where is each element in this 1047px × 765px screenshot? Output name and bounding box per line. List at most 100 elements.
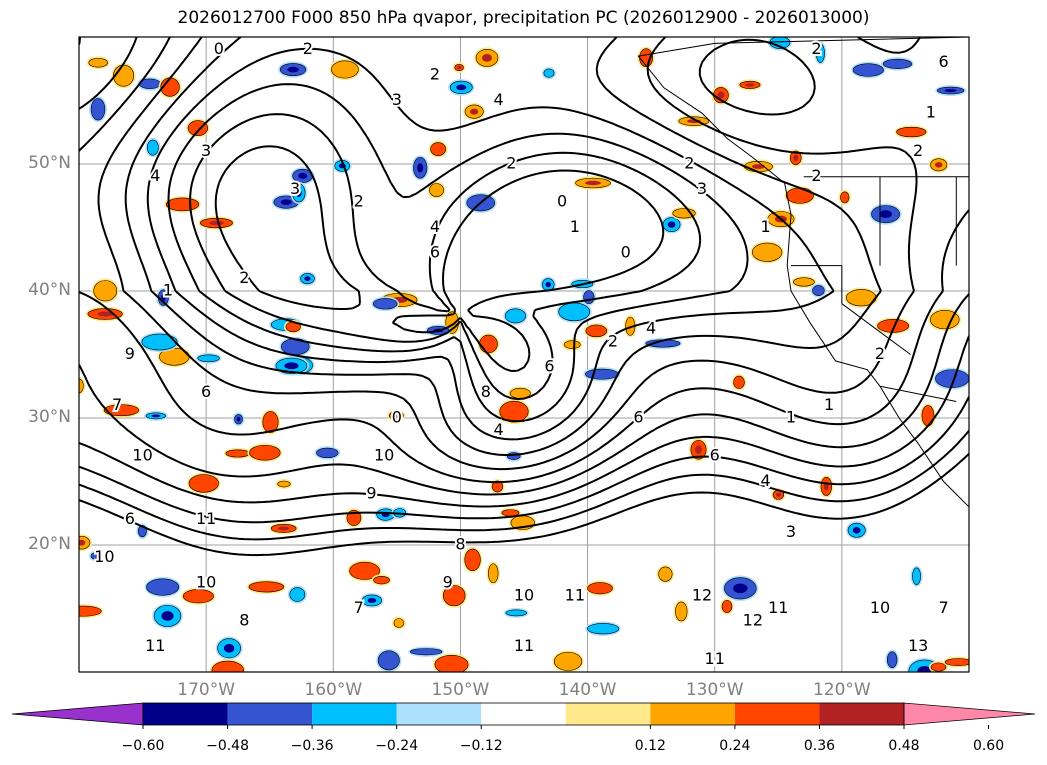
precip-blob-core: [90, 552, 100, 560]
contour-label: 10: [132, 446, 152, 465]
precip-blob-core: [944, 658, 969, 666]
coastline: [637, 37, 969, 508]
precip-blob-core: [658, 566, 673, 582]
precip-blob-core: [430, 142, 447, 156]
contour-label: 11: [565, 585, 585, 604]
precip-blob-core: [752, 242, 783, 262]
contour-label: 2: [430, 65, 440, 84]
contour-label: 2: [913, 141, 923, 160]
lon-label: 170°W: [177, 680, 236, 700]
precip-blob-peak: [97, 311, 113, 317]
contour-label: 2: [303, 39, 313, 58]
colorbar-segment: [396, 703, 482, 725]
precip-blob-peak: [295, 188, 302, 197]
precip-blob-core: [409, 648, 443, 656]
contour-label: 11: [514, 636, 534, 655]
contour-label: 9: [125, 344, 135, 363]
precip-blob-core: [585, 368, 619, 380]
precip-blob-core: [373, 575, 390, 585]
precip-blob-core: [188, 474, 219, 493]
precip-blob-peak: [944, 88, 957, 93]
contour-label: 2: [875, 344, 885, 363]
contour-label: 6: [125, 509, 135, 528]
precip-blob-peak: [236, 417, 241, 422]
contour-label: 3: [392, 90, 402, 109]
precip-blob-peak: [79, 539, 86, 546]
precip-blob-peak: [775, 492, 781, 497]
precip-blob-peak: [733, 583, 748, 594]
precip-blob-core: [499, 400, 529, 423]
colorbar-segment: [819, 703, 904, 725]
contour-label: 0: [621, 242, 631, 261]
contour-lines: [79, 37, 969, 557]
precip-blob-core: [877, 319, 910, 333]
state-border: [841, 303, 911, 355]
precip-blob-core: [587, 582, 613, 595]
contour-label: 6: [938, 52, 948, 71]
precip-blob-core: [429, 183, 444, 198]
colorbar-segment: [650, 703, 735, 725]
contour-label: 7: [938, 598, 948, 617]
contour-label: 1: [163, 281, 173, 300]
precip-blob-core: [165, 197, 200, 212]
colorbar-tick-label: −0.48: [206, 738, 249, 754]
precip-blob-peak: [393, 413, 400, 418]
precip-blob-core: [249, 444, 281, 461]
precip-blob-core: [434, 654, 469, 672]
precip-blob-core: [289, 587, 306, 602]
precip-blob-peak: [585, 180, 601, 186]
lon-label: 160°W: [304, 680, 363, 700]
contour-label: 4: [493, 420, 503, 439]
precip-blob-core: [563, 340, 581, 349]
contour-label: 10: [514, 585, 534, 604]
precip-blob-peak: [367, 597, 377, 603]
contour-label: 2: [811, 39, 821, 58]
contour-label: 10: [870, 598, 890, 617]
precip-blob-core: [785, 187, 814, 204]
precip-blob-core: [912, 567, 921, 585]
colorbar-segment: [143, 703, 228, 725]
precip-blob-core: [504, 308, 526, 324]
precip-blob-peak: [717, 91, 725, 99]
precip-blob-core: [721, 599, 733, 613]
colorbar-segment: [565, 703, 651, 725]
precip-blob-core: [488, 563, 499, 584]
contour-label: 8: [455, 535, 465, 554]
contour-label: 12: [743, 611, 763, 630]
contour-label: 0: [557, 192, 567, 211]
precip-blob-core: [113, 64, 135, 87]
precip-blob-core: [553, 651, 583, 671]
precip-blob-core: [793, 277, 815, 287]
contour-label: 6: [201, 382, 211, 401]
precip-blob-core: [141, 333, 178, 351]
contour-label: 11: [705, 649, 725, 668]
contour-label: 1: [760, 217, 770, 236]
precip-blob-core: [585, 324, 608, 338]
colorbar-segment: [481, 703, 566, 725]
precip-blob-core: [675, 601, 688, 622]
precip-blob-core: [146, 578, 180, 596]
contour-label: 3: [786, 522, 796, 541]
contour-label: 10: [374, 446, 394, 465]
contour-label: 6: [710, 446, 720, 465]
contour-label: 12: [692, 585, 712, 604]
precip-blob-core: [896, 126, 927, 138]
lat-label: 40°N: [28, 280, 71, 300]
contour-label: 7: [354, 598, 364, 617]
map-frame: [78, 36, 970, 673]
lon-label: 150°W: [431, 680, 490, 700]
precip-blob-core: [921, 405, 935, 427]
lat-label: 50°N: [28, 153, 71, 173]
precip-blob-core: [90, 98, 106, 121]
precip-blob-peak: [745, 83, 755, 87]
precip-blob-core: [479, 334, 498, 354]
contour-label: 1: [570, 217, 580, 236]
contour-label: 4: [150, 166, 160, 185]
precip-blob-peak: [470, 108, 479, 115]
precip-blob-peak: [695, 445, 702, 454]
contour-label: 2: [608, 331, 618, 350]
lon-label: 130°W: [685, 680, 744, 700]
colorbar: [11, 702, 1036, 729]
precip-blob-core: [93, 280, 118, 302]
